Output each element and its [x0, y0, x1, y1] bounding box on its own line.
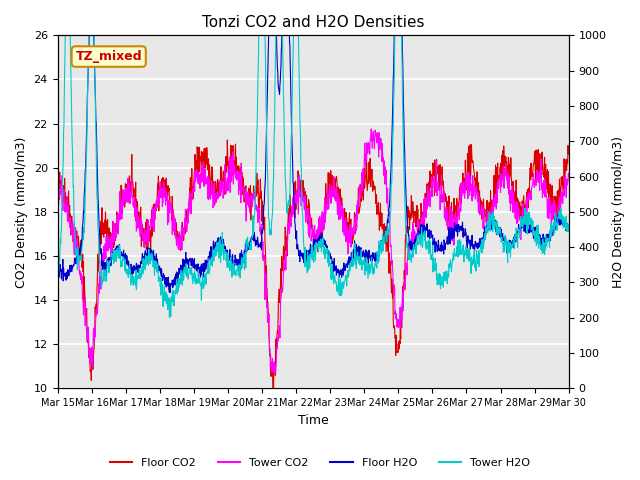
Title: Tonzi CO2 and H2O Densities: Tonzi CO2 and H2O Densities: [202, 15, 424, 30]
X-axis label: Time: Time: [298, 414, 328, 427]
Legend: Floor CO2, Tower CO2, Floor H2O, Tower H2O: Floor CO2, Tower CO2, Floor H2O, Tower H…: [105, 453, 535, 472]
Y-axis label: CO2 Density (mmol/m3): CO2 Density (mmol/m3): [15, 136, 28, 288]
Y-axis label: H2O Density (mmol/m3): H2O Density (mmol/m3): [612, 136, 625, 288]
Text: TZ_mixed: TZ_mixed: [76, 50, 142, 63]
